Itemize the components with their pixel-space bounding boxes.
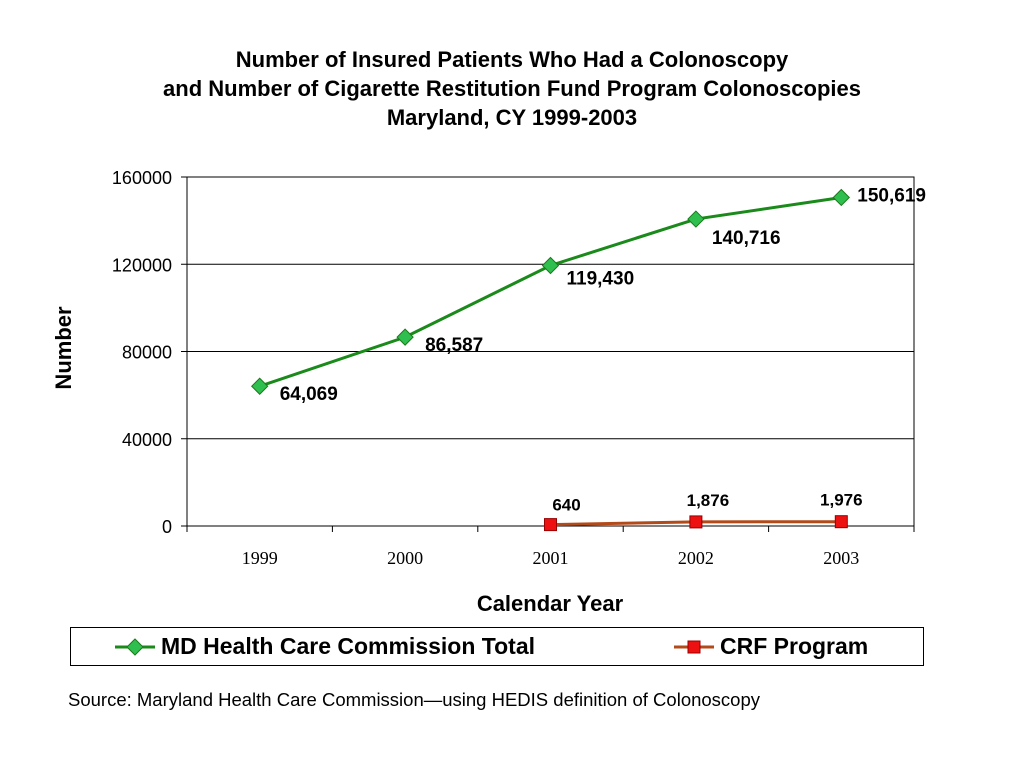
data-label-total: 150,619	[857, 185, 926, 206]
x-tick-label: 2000	[387, 548, 423, 568]
data-label-crf: 1,876	[687, 491, 730, 510]
chart-title-line-1: Number of Insured Patients Who Had a Col…	[235, 47, 789, 72]
y-axis-title: Number	[51, 306, 76, 390]
data-point-total	[541, 256, 560, 275]
y-tick-label: 160000	[112, 168, 172, 188]
legend-item-total: MD Health Care Commission Total	[115, 628, 535, 665]
chart-title-line-3: Maryland, CY 1999-2003	[386, 105, 638, 130]
data-point-crf	[544, 518, 557, 532]
legend-label-crf: CRF Program	[720, 633, 869, 659]
data-label-total: 86,587	[425, 335, 483, 356]
x-tick-label: 2003	[823, 548, 859, 568]
y-tick-label: 40000	[122, 430, 172, 450]
data-label-total: 64,069	[280, 384, 338, 405]
data-label-total: 140,716	[712, 228, 781, 249]
y-tick-label: 0	[162, 517, 172, 537]
legend-swatch-crf	[674, 640, 714, 653]
data-point-total	[396, 328, 414, 346]
data-label-total: 119,430	[567, 268, 635, 289]
y-tick-label: 120000	[112, 255, 172, 275]
x-axis-title: Calendar Year	[477, 591, 624, 616]
x-tick-label: 1999	[242, 548, 278, 568]
source-note: Source: Maryland Health Care Commission—…	[68, 689, 761, 710]
data-point-total	[250, 377, 269, 395]
data-point-crf	[689, 515, 703, 529]
data-label-crf: 640	[552, 496, 580, 515]
legend-item-crf: CRF Program	[674, 628, 868, 665]
data-point-total	[832, 188, 851, 207]
y-tick-label: 80000	[122, 343, 172, 363]
chart-legend: MD Health Care Commission Total CRF Prog…	[70, 627, 924, 666]
x-tick-label: 2002	[678, 548, 714, 568]
chart-title-line-2: and Number of Cigarette Restitution Fund…	[163, 76, 861, 101]
chart-title: Number of Insured Patients Who Had a Col…	[0, 45, 1024, 132]
legend-label-total: MD Health Care Commission Total	[161, 633, 536, 659]
legend-swatch-total	[115, 637, 155, 656]
data-point-total	[687, 210, 705, 228]
data-label-crf: 1,976	[820, 491, 863, 510]
data-point-crf	[834, 515, 848, 529]
x-tick-label: 2001	[533, 548, 569, 568]
